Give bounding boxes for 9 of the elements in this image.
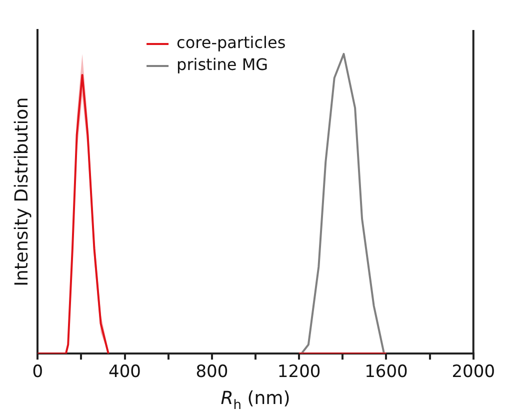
x-tick-label: 1200 [277, 362, 321, 382]
y-axis-title: Intensity Distribution [11, 97, 32, 286]
x-tick-label: 400 [108, 362, 141, 382]
x-tick-label: 800 [196, 362, 228, 382]
legend-label: core-particles [176, 33, 286, 52]
x-tick-label: 1600 [364, 362, 408, 382]
legend-label: pristine MG [176, 55, 268, 74]
x-tick-label: 0 [32, 362, 44, 382]
x-tick-label: 2000 [452, 362, 495, 382]
